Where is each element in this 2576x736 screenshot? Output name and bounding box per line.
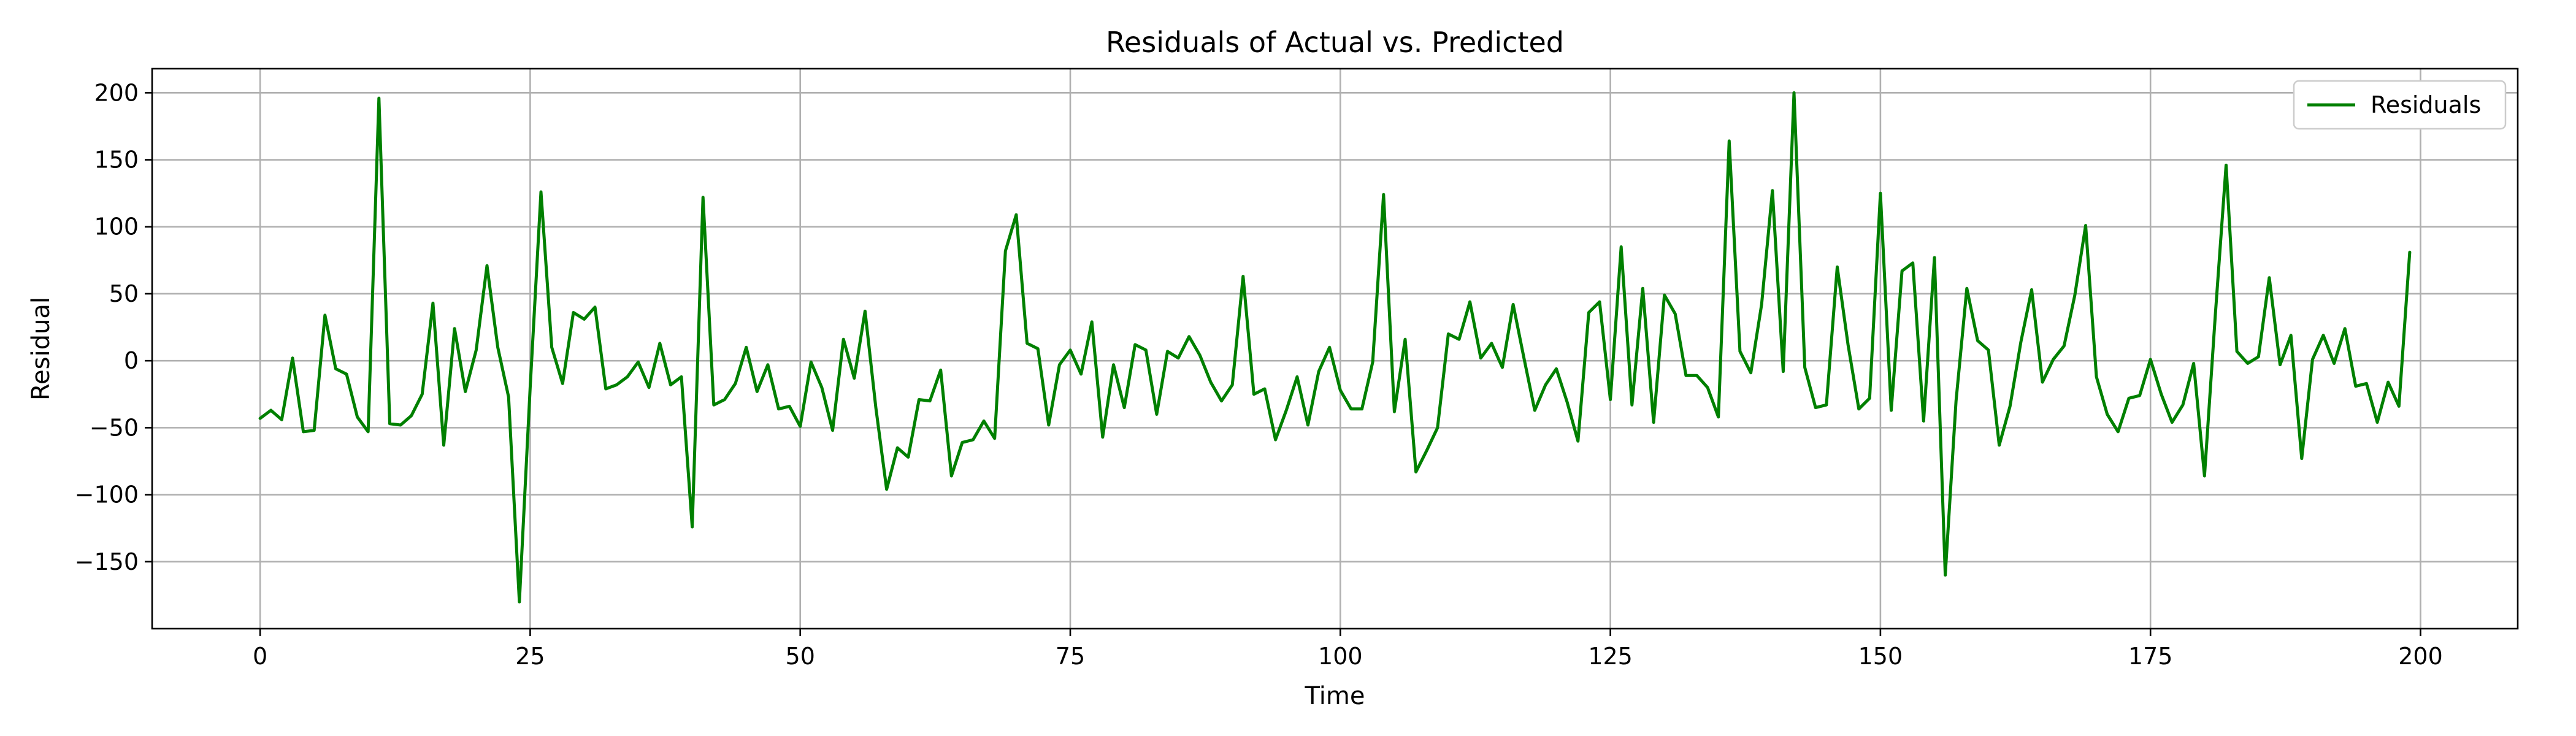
x-axis-ticks: 0 25 50 75 100 125 150 175 200 <box>253 629 2443 670</box>
x-tick-label: 25 <box>515 643 545 670</box>
x-tick-label: 175 <box>2128 643 2173 670</box>
y-tick-label: −50 <box>90 414 139 441</box>
x-tick-label: 50 <box>786 643 815 670</box>
legend: Residuals <box>2293 80 2507 130</box>
x-tick-label: 200 <box>2398 643 2443 670</box>
chart-title: Residuals of Actual vs. Predicted <box>1106 26 1564 59</box>
grid-y <box>152 92 2518 563</box>
y-tick-label: −150 <box>75 548 139 575</box>
x-tick-label: 75 <box>1056 643 1085 670</box>
y-tick-label: −100 <box>75 481 139 508</box>
y-tick-label: 100 <box>94 213 139 240</box>
plot-frame <box>151 67 2519 630</box>
y-tick-label: 150 <box>94 147 139 174</box>
y-axis-ticks: −150 −100 −50 0 50 100 150 200 <box>75 79 152 575</box>
x-tick-label: 150 <box>1858 643 1903 670</box>
legend-label-residuals: Residuals <box>2371 91 2481 118</box>
series-layer <box>258 91 2412 604</box>
x-tick-label: 0 <box>253 643 267 670</box>
grid-x <box>259 69 2421 629</box>
y-tick-label: 50 <box>109 280 139 307</box>
y-tick-label: 0 <box>124 347 139 374</box>
x-tick-label: 125 <box>1588 643 1633 670</box>
y-tick-label: 200 <box>94 79 139 106</box>
x-axis-label: Time <box>1305 682 1365 710</box>
x-tick-label: 100 <box>1318 643 1363 670</box>
y-axis-label: Residual <box>27 297 55 401</box>
series-line-residuals <box>258 91 2412 604</box>
legend-box <box>2293 80 2507 130</box>
